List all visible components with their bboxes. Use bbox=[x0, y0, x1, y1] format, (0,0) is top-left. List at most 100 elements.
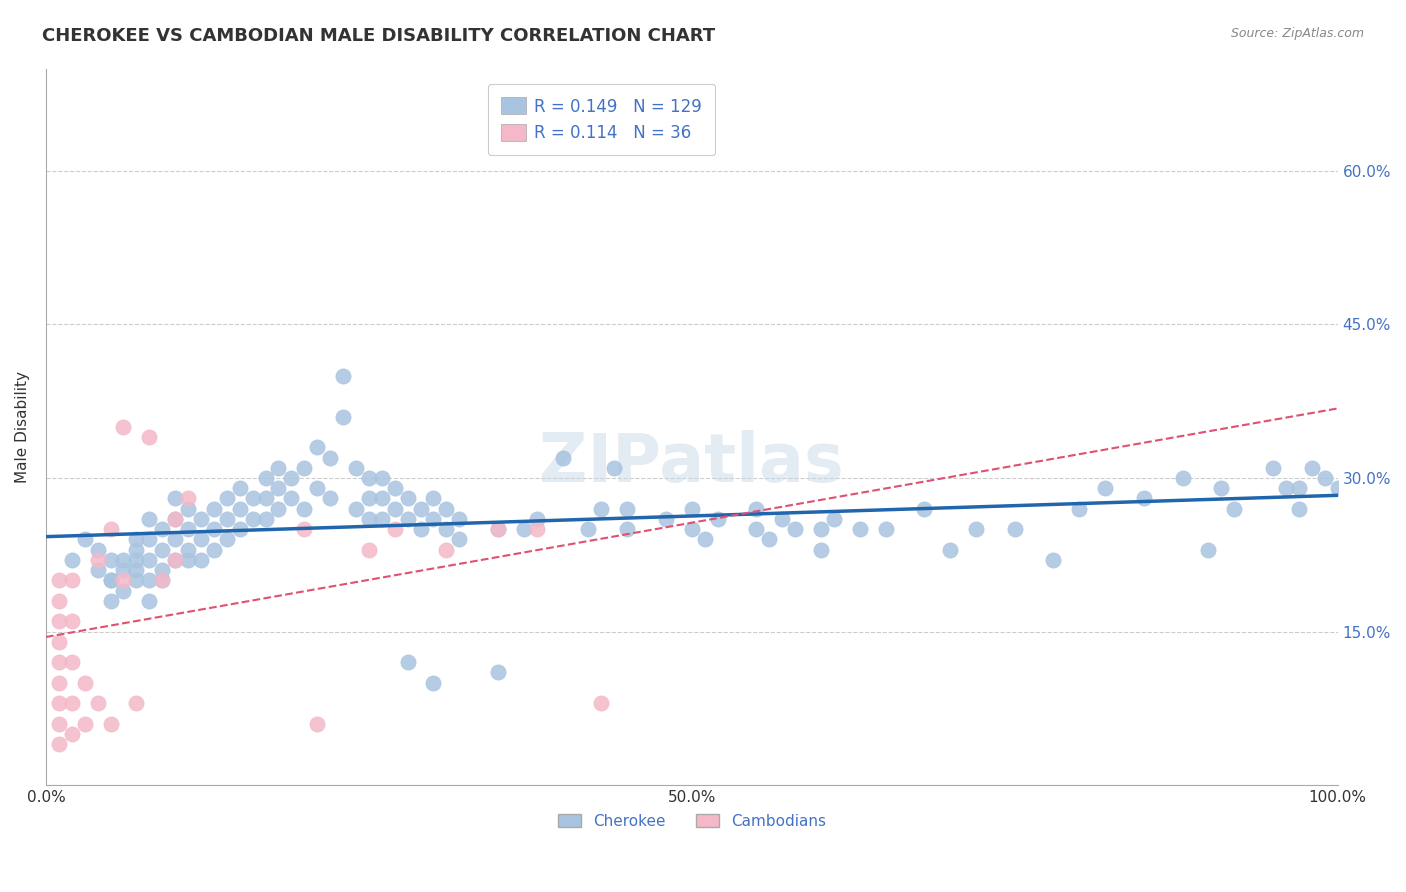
Point bbox=[332, 409, 354, 424]
Point bbox=[215, 512, 238, 526]
Point bbox=[86, 563, 108, 577]
Point bbox=[73, 675, 96, 690]
Point bbox=[125, 574, 148, 588]
Point bbox=[1288, 501, 1310, 516]
Point bbox=[434, 501, 457, 516]
Point bbox=[434, 542, 457, 557]
Point bbox=[138, 430, 160, 444]
Point bbox=[138, 533, 160, 547]
Point bbox=[228, 522, 250, 536]
Point bbox=[422, 512, 444, 526]
Point bbox=[785, 522, 807, 536]
Point bbox=[434, 522, 457, 536]
Point bbox=[939, 542, 962, 557]
Point bbox=[254, 491, 277, 506]
Point bbox=[1004, 522, 1026, 536]
Point bbox=[1223, 501, 1246, 516]
Point bbox=[616, 522, 638, 536]
Point bbox=[965, 522, 987, 536]
Point bbox=[112, 574, 135, 588]
Point bbox=[344, 501, 367, 516]
Point bbox=[1288, 481, 1310, 495]
Point bbox=[177, 553, 200, 567]
Point bbox=[125, 542, 148, 557]
Point bbox=[150, 574, 173, 588]
Point bbox=[616, 501, 638, 516]
Point bbox=[202, 501, 225, 516]
Point bbox=[319, 491, 342, 506]
Point bbox=[100, 522, 122, 536]
Point bbox=[332, 368, 354, 383]
Point bbox=[125, 563, 148, 577]
Point bbox=[1094, 481, 1116, 495]
Point bbox=[706, 512, 728, 526]
Point bbox=[396, 655, 419, 669]
Point bbox=[100, 553, 122, 567]
Point bbox=[138, 594, 160, 608]
Point bbox=[371, 512, 394, 526]
Point bbox=[1261, 460, 1284, 475]
Point bbox=[138, 553, 160, 567]
Point bbox=[165, 512, 187, 526]
Point bbox=[384, 501, 406, 516]
Point bbox=[486, 665, 509, 680]
Point bbox=[1042, 553, 1064, 567]
Point bbox=[344, 460, 367, 475]
Point bbox=[307, 481, 329, 495]
Point bbox=[1198, 542, 1220, 557]
Point bbox=[100, 574, 122, 588]
Point bbox=[371, 471, 394, 485]
Point bbox=[745, 522, 768, 536]
Point bbox=[48, 634, 70, 648]
Point bbox=[1211, 481, 1233, 495]
Point bbox=[307, 440, 329, 454]
Point bbox=[267, 460, 290, 475]
Point bbox=[357, 542, 380, 557]
Point bbox=[48, 737, 70, 751]
Point bbox=[254, 471, 277, 485]
Point bbox=[307, 716, 329, 731]
Point bbox=[1133, 491, 1156, 506]
Point bbox=[100, 574, 122, 588]
Point bbox=[513, 522, 536, 536]
Point bbox=[1313, 471, 1336, 485]
Point bbox=[526, 522, 548, 536]
Point bbox=[810, 522, 832, 536]
Point bbox=[396, 491, 419, 506]
Point bbox=[681, 501, 703, 516]
Point bbox=[165, 512, 187, 526]
Point bbox=[681, 522, 703, 536]
Point bbox=[73, 533, 96, 547]
Point bbox=[177, 501, 200, 516]
Point bbox=[125, 696, 148, 710]
Point bbox=[60, 696, 83, 710]
Point bbox=[422, 675, 444, 690]
Point bbox=[202, 522, 225, 536]
Point bbox=[486, 522, 509, 536]
Point bbox=[603, 460, 626, 475]
Point bbox=[1275, 481, 1298, 495]
Text: Source: ZipAtlas.com: Source: ZipAtlas.com bbox=[1230, 27, 1364, 40]
Point bbox=[112, 563, 135, 577]
Point bbox=[73, 716, 96, 731]
Point bbox=[526, 512, 548, 526]
Point bbox=[190, 512, 212, 526]
Point bbox=[48, 615, 70, 629]
Point bbox=[693, 533, 716, 547]
Point bbox=[165, 491, 187, 506]
Point bbox=[100, 716, 122, 731]
Point bbox=[280, 471, 302, 485]
Point bbox=[138, 512, 160, 526]
Point bbox=[758, 533, 780, 547]
Point bbox=[112, 583, 135, 598]
Point bbox=[357, 512, 380, 526]
Point bbox=[86, 542, 108, 557]
Point bbox=[165, 553, 187, 567]
Point bbox=[228, 501, 250, 516]
Point bbox=[1171, 471, 1194, 485]
Point bbox=[215, 491, 238, 506]
Point bbox=[48, 716, 70, 731]
Point bbox=[165, 553, 187, 567]
Point bbox=[823, 512, 845, 526]
Point bbox=[242, 491, 264, 506]
